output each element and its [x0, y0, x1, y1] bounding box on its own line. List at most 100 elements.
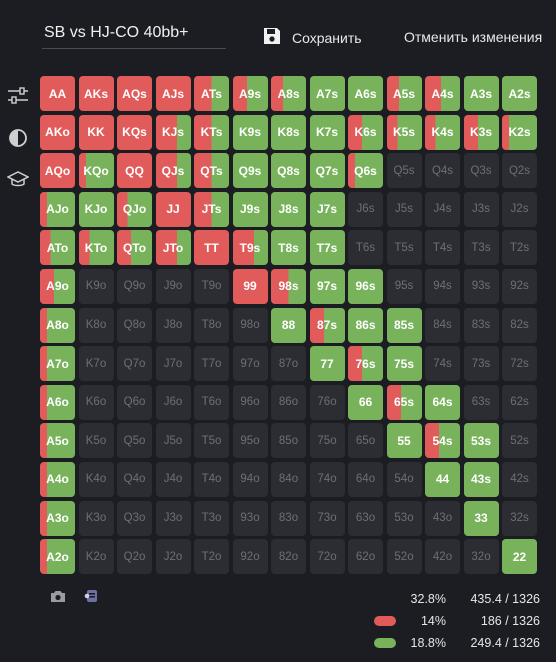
hand-cell[interactable]: K9s — [232, 114, 268, 150]
hand-cell[interactable]: 96s — [348, 268, 383, 304]
hand-cell[interactable]: 97o — [232, 346, 268, 382]
hand-cell[interactable]: K5s — [386, 114, 422, 150]
hand-cell[interactable]: AJo — [40, 191, 75, 227]
hand-cell[interactable]: A4o — [40, 461, 75, 497]
hand-cell[interactable]: 88 — [271, 307, 306, 343]
hand-cell[interactable]: 93o — [232, 500, 268, 536]
hand-cell[interactable]: 86s — [348, 307, 383, 343]
hand-cell[interactable]: K3o — [78, 500, 114, 536]
hand-cell[interactable]: T6s — [348, 230, 383, 266]
hand-cell[interactable]: K4s — [425, 114, 460, 150]
hand-cell[interactable]: T8s — [271, 230, 306, 266]
hand-cell[interactable]: KTo — [78, 230, 114, 266]
hand-cell[interactable]: 87o — [271, 346, 306, 382]
hand-cell[interactable]: Q2o — [117, 539, 152, 575]
hand-cell[interactable]: Q3o — [117, 500, 152, 536]
hand-cell[interactable]: KJo — [78, 191, 114, 227]
hand-cell[interactable]: 85s — [386, 307, 422, 343]
hand-cell[interactable]: K4o — [78, 461, 114, 497]
hand-cell[interactable]: KQs — [117, 114, 152, 150]
hand-cell[interactable]: 64o — [348, 461, 383, 497]
hand-cell[interactable]: QTo — [117, 230, 152, 266]
hand-cell[interactable]: 95o — [232, 423, 268, 459]
hand-cell[interactable]: 99 — [232, 268, 268, 304]
hand-cell[interactable]: ATo — [40, 230, 75, 266]
hand-cell[interactable]: QJo — [117, 191, 152, 227]
hand-cell[interactable]: 44 — [425, 461, 460, 497]
hand-cell[interactable]: 43s — [463, 461, 499, 497]
hand-cell[interactable]: K7s — [309, 114, 345, 150]
hand-cell[interactable]: QJs — [155, 153, 191, 189]
hand-cell[interactable]: 95s — [386, 268, 422, 304]
hand-cell[interactable]: T8o — [194, 307, 229, 343]
hand-cell[interactable]: T5o — [194, 423, 229, 459]
hand-cell[interactable]: Q2s — [502, 153, 537, 189]
hand-cell[interactable]: 75o — [309, 423, 345, 459]
hand-cell[interactable]: 52s — [502, 423, 537, 459]
hand-cell[interactable]: 93s — [463, 268, 499, 304]
hand-cell[interactable]: Q9s — [232, 153, 268, 189]
hand-cell[interactable]: Q8s — [271, 153, 306, 189]
hand-cell[interactable]: J3o — [155, 500, 191, 536]
hand-cell[interactable]: A3s — [463, 76, 499, 111]
hand-cell[interactable]: Q3s — [463, 153, 499, 189]
hand-cell[interactable]: 84o — [271, 461, 306, 497]
hand-cell[interactable]: AKs — [78, 76, 114, 111]
hand-cell[interactable]: K8s — [271, 114, 306, 150]
hand-cell[interactable]: 83s — [463, 307, 499, 343]
hand-cell[interactable]: A7o — [40, 346, 75, 382]
hand-cell[interactable]: J4s — [425, 191, 460, 227]
hand-cell[interactable]: 42o — [425, 539, 460, 575]
hand-cell[interactable]: Q7s — [309, 153, 345, 189]
hand-cell[interactable]: 64s — [425, 384, 460, 420]
hand-cell[interactable]: J2o — [155, 539, 191, 575]
contrast-icon[interactable] — [6, 126, 30, 150]
hand-cell[interactable]: AQs — [117, 76, 152, 111]
hand-cell[interactable]: 73s — [463, 346, 499, 382]
hand-cell[interactable]: KTs — [194, 114, 229, 150]
sliders-icon[interactable] — [6, 84, 30, 108]
hand-cell[interactable]: K9o — [78, 268, 114, 304]
hand-cell[interactable]: A5s — [386, 76, 422, 111]
hand-cell[interactable]: 84s — [425, 307, 460, 343]
hand-cell[interactable]: 55 — [386, 423, 422, 459]
hand-cell[interactable]: Q4o — [117, 461, 152, 497]
hand-cell[interactable]: T7o — [194, 346, 229, 382]
hand-cell[interactable]: J7s — [309, 191, 345, 227]
hand-cell[interactable]: 92o — [232, 539, 268, 575]
hand-cell[interactable]: JTs — [194, 191, 229, 227]
hand-cell[interactable]: 54o — [386, 461, 422, 497]
hand-cell[interactable]: A9o — [40, 268, 75, 304]
hand-cell[interactable]: 53s — [463, 423, 499, 459]
hand-cell[interactable]: T4s — [425, 230, 460, 266]
hand-cell[interactable]: 62o — [348, 539, 383, 575]
copy-range-icon[interactable] — [84, 589, 100, 608]
hand-cell[interactable]: J8s — [271, 191, 306, 227]
hand-cell[interactable]: Q6s — [348, 153, 383, 189]
hand-cell[interactable]: K2o — [78, 539, 114, 575]
hand-cell[interactable]: 72s — [502, 346, 537, 382]
hand-cell[interactable]: T7s — [309, 230, 345, 266]
save-button[interactable]: Сохранить — [262, 26, 362, 50]
hand-cell[interactable]: ATs — [194, 76, 229, 111]
hand-cell[interactable]: T3o — [194, 500, 229, 536]
hand-cell[interactable]: 74s — [425, 346, 460, 382]
hand-cell[interactable]: KJs — [155, 114, 191, 150]
hand-cell[interactable]: J3s — [463, 191, 499, 227]
hand-cell[interactable]: K3s — [463, 114, 499, 150]
hand-cell[interactable]: 73o — [309, 500, 345, 536]
hand-cell[interactable]: 63o — [348, 500, 383, 536]
hand-cell[interactable]: A3o — [40, 500, 75, 536]
hand-cell[interactable]: T2s — [502, 230, 537, 266]
hand-cell[interactable]: KQo — [78, 153, 114, 189]
hand-cell[interactable]: J2s — [502, 191, 537, 227]
hand-cell[interactable]: 98o — [232, 307, 268, 343]
hand-cell[interactable]: A6o — [40, 384, 75, 420]
hand-cell[interactable]: Q4s — [425, 153, 460, 189]
hand-cell[interactable]: T2o — [194, 539, 229, 575]
hand-cell[interactable]: J4o — [155, 461, 191, 497]
hand-cell[interactable]: A9s — [232, 76, 268, 111]
hand-cell[interactable]: T5s — [386, 230, 422, 266]
hand-cell[interactable]: K6o — [78, 384, 114, 420]
hand-cell[interactable]: 85o — [271, 423, 306, 459]
